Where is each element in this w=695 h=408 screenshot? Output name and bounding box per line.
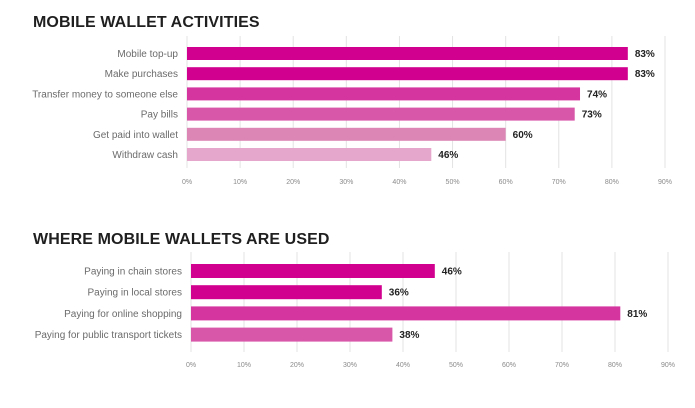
usage-tick-label: 50%: [449, 362, 463, 369]
activity-value-label: 73%: [582, 110, 602, 121]
activity-tick-label: 30%: [339, 179, 353, 186]
usage-tick-label: 0%: [186, 362, 196, 369]
usage-bar: [191, 306, 621, 321]
usage-tick-label: 20%: [290, 362, 304, 369]
activity-category-label: Pay bills: [141, 110, 178, 121]
activity-category-label: Mobile top-up: [117, 49, 178, 60]
usage-category-label: Paying for public transport tickets: [35, 330, 182, 341]
usage-category-label: Paying in local stores: [88, 288, 183, 299]
activity-tick-label: 80%: [605, 179, 619, 186]
activity-category-label: Withdraw cash: [112, 150, 178, 161]
usage-tick-label: 60%: [502, 362, 516, 369]
chart-title-usage: WHERE MOBILE WALLETS ARE USED: [33, 231, 330, 248]
usage-value-label: 38%: [399, 330, 419, 341]
usage-bar: [191, 264, 435, 278]
activity-tick-label: 90%: [658, 179, 672, 186]
usage-tick-label: 90%: [661, 362, 675, 369]
usage-tick-label: 70%: [555, 362, 569, 369]
activity-category-label: Make purchases: [105, 69, 178, 80]
activity-tick-label: 60%: [499, 179, 513, 186]
activities-bar-chart: 0% 10% 20% 30% 40% 50% 60% 70% 80% 90% Mobile top-…: [32, 36, 672, 186]
usage-tick-label: 10%: [237, 362, 251, 369]
activity-tick-label: 50%: [446, 179, 460, 186]
activity-value-label: 83%: [635, 69, 655, 80]
usage-bar: [191, 327, 393, 342]
activity-tick-label: 10%: [233, 179, 247, 186]
usage-value-label: 81%: [627, 309, 647, 320]
activity-category-label: Transfer money to someone else: [32, 89, 178, 100]
activity-bar: [187, 87, 581, 101]
usage-bar: [191, 285, 382, 300]
activity-tick-label: 0%: [182, 179, 192, 186]
activity-value-label: 83%: [635, 49, 655, 60]
usage-value-label: 36%: [389, 288, 409, 299]
activity-category-label: Get paid into wallet: [93, 130, 178, 141]
activity-value-label: 74%: [587, 89, 607, 100]
usage-category-label: Paying for online shopping: [64, 309, 182, 320]
usage-category-label: Paying in chain stores: [84, 267, 182, 278]
activity-value-label: 60%: [513, 130, 533, 141]
activity-tick-label: 20%: [286, 179, 300, 186]
activity-tick-label: 70%: [552, 179, 566, 186]
activity-bar: [187, 47, 628, 60]
usage-tick-label: 30%: [343, 362, 357, 369]
usage-tick-label: 80%: [608, 362, 622, 369]
activity-tick-label: 40%: [392, 179, 406, 186]
activity-bar: [187, 127, 506, 141]
usage-tick-label: 40%: [396, 362, 410, 369]
activity-value-label: 46%: [438, 150, 458, 161]
activity-bar: [187, 67, 628, 81]
usage-value-label: 46%: [442, 267, 462, 278]
activity-bar: [187, 148, 432, 161]
chart-title-activities: MOBILE WALLET ACTIVITIES: [33, 14, 260, 31]
activity-bar: [187, 107, 575, 121]
